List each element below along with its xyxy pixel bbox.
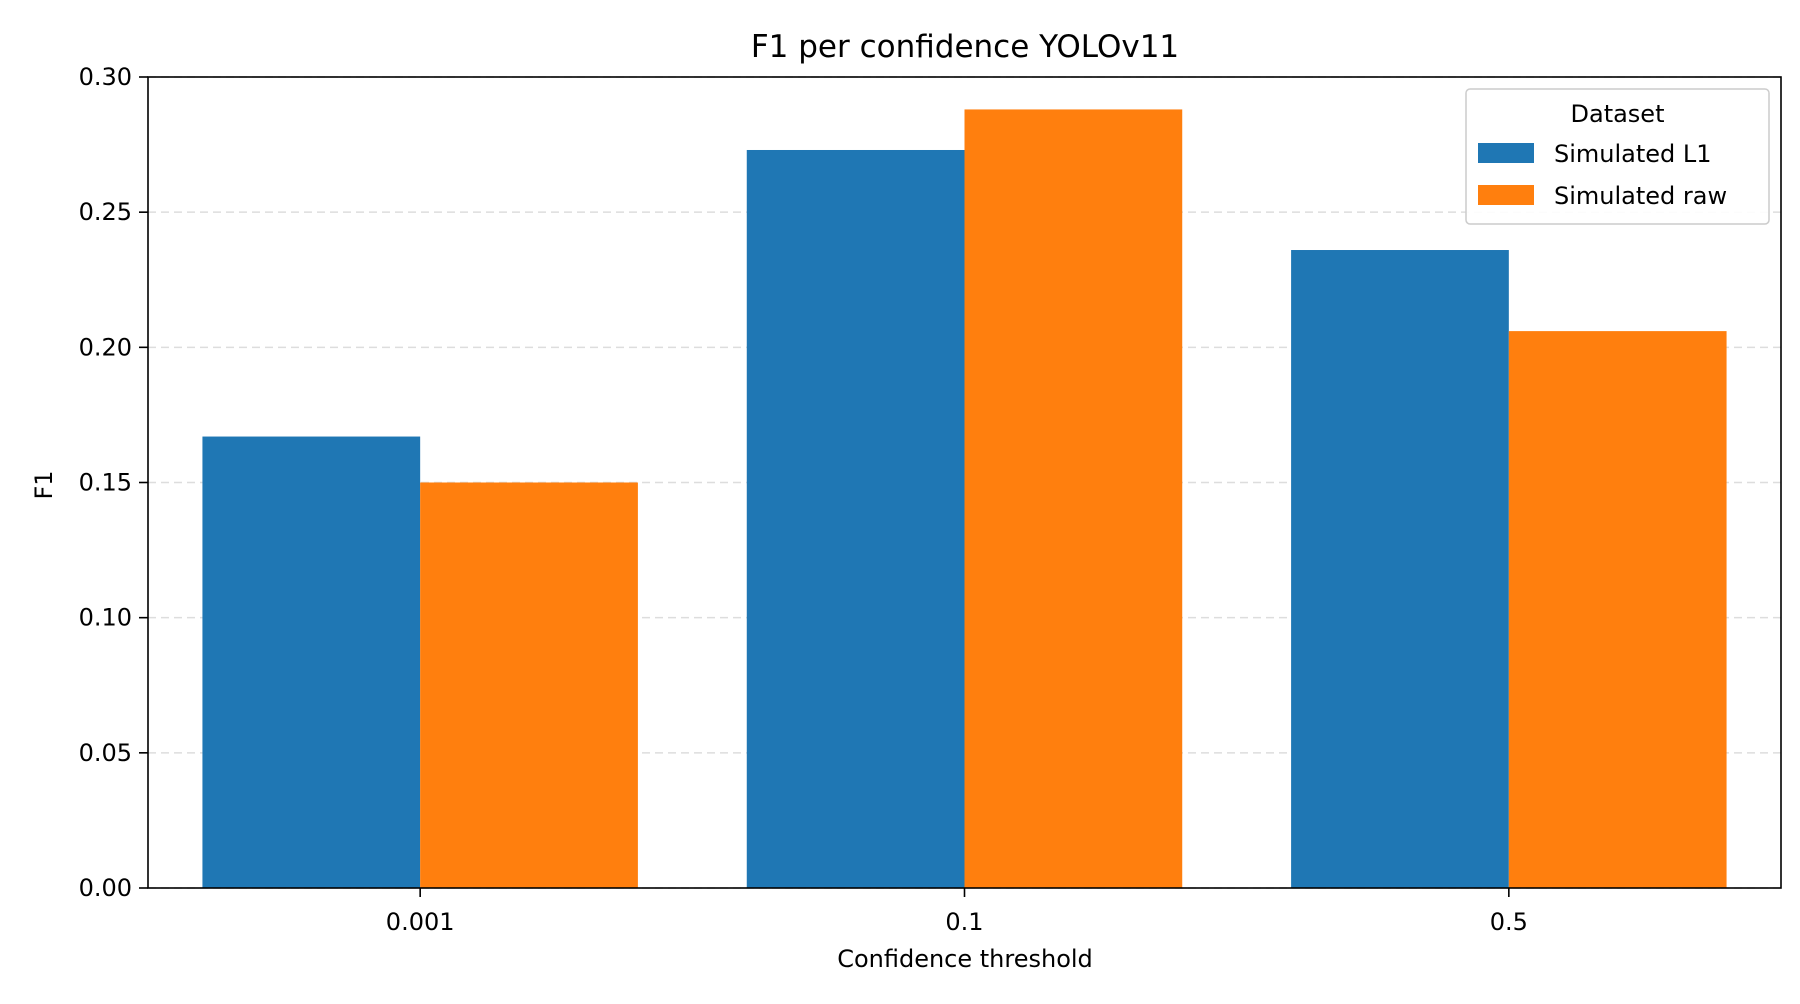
bars	[202, 109, 1727, 889]
y-tick-label: 0.25	[79, 198, 132, 226]
bar-simulated-raw-0.001	[420, 482, 638, 888]
legend-box	[1465, 88, 1770, 225]
axes: 0.00 0.05 0.10 0.15 0.20 0.25 0.30 0.001 0.1 0.5	[79, 63, 1782, 936]
bar-simulated-l1-0.1	[746, 149, 965, 889]
bar-simulated-l1-0.001	[202, 436, 421, 888]
legend-label: Simulated raw	[1554, 182, 1727, 210]
y-axis-title: F1	[30, 470, 58, 499]
y-tick-label: 0.30	[79, 63, 132, 91]
x-tick-label: 0.5	[1490, 908, 1528, 936]
y-tick-label: 0.10	[79, 604, 132, 632]
legend-label: Simulated L1	[1554, 140, 1712, 168]
y-tick-label: 0.00	[79, 874, 132, 902]
legend-swatch	[1478, 143, 1534, 163]
y-tick-label: 0.15	[79, 469, 132, 497]
bar-simulated-raw-0.1	[964, 109, 1183, 888]
y-tick-label: 0.05	[79, 739, 132, 767]
legend-swatch	[1478, 185, 1534, 205]
legend-title: Dataset	[1571, 100, 1665, 128]
y-tick-label: 0.20	[79, 333, 132, 361]
x-axis-title: Confidence threshold	[837, 945, 1093, 973]
legend: Dataset Simulated L1 Simulated raw	[1465, 88, 1770, 225]
x-tick-label: 0.001	[386, 908, 455, 936]
x-tick-label: 0.1	[945, 908, 983, 936]
plot-frame	[147, 76, 1782, 889]
bar-simulated-l1-0.5	[1291, 250, 1509, 889]
bar-simulated-raw-0.5	[1508, 331, 1727, 888]
chart-title: F1 per confidence YOLOv11	[751, 29, 1179, 65]
